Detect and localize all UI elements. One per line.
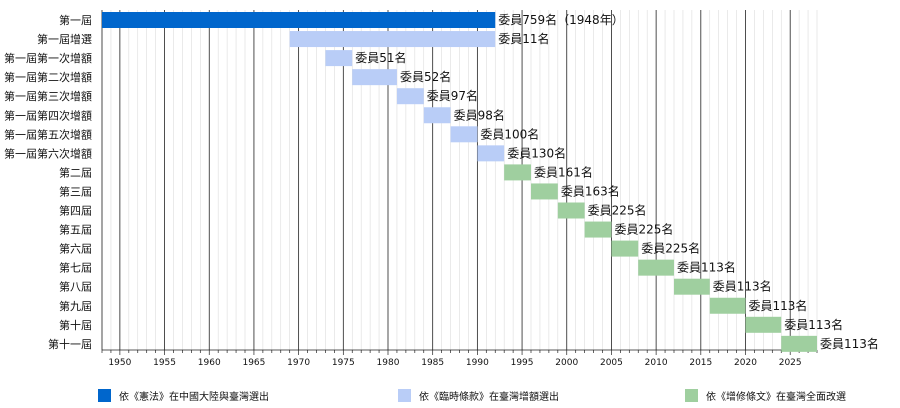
- legend-label-additional-articles: 依《增修條文》在臺灣全面改選: [706, 392, 846, 403]
- x-axis: [101, 10, 818, 355]
- bar: [557, 202, 585, 219]
- bar-value-label: 委員11名: [498, 31, 549, 46]
- bar: [477, 145, 505, 162]
- bar: [352, 69, 397, 86]
- bar-value-label: 委員759名（1948年）: [498, 12, 623, 27]
- x-tick-label: 1990: [466, 358, 489, 368]
- bar: [611, 240, 639, 257]
- bar-value-label: 委員225名: [641, 241, 700, 256]
- row-label: 第一屆第五次增額: [4, 127, 92, 141]
- row-label: 第六屆: [59, 242, 92, 256]
- legend-label-temporary-provisions: 依《臨時條款》在臺灣增額選出: [419, 392, 559, 403]
- legend-label-constitution: 依《憲法》在中國大陸與臺灣選出: [119, 392, 269, 403]
- row-label: 第九屆: [59, 299, 92, 313]
- legend-swatch-temporary-provisions: [398, 389, 411, 402]
- bars: [102, 12, 817, 352]
- bar: [289, 31, 496, 48]
- row-label: 第一屆第六次增額: [4, 146, 92, 160]
- legend: 依《憲法》在中國大陸與臺灣選出 依《臨時條款》在臺灣增額選出 依《增修條文》在臺…: [0, 388, 900, 406]
- bar-value-label: 委員113名: [713, 279, 772, 294]
- x-tick-label: 2020: [734, 358, 757, 368]
- x-tick-label: 2010: [645, 358, 668, 368]
- legend-item-temporary-provisions: 依《臨時條款》在臺灣增額選出: [398, 388, 559, 403]
- bar-value-label: 委員161名: [534, 164, 593, 179]
- row-label: 第一屆: [59, 13, 92, 27]
- bar-value-label: 委員97名: [427, 88, 478, 103]
- row-label: 第三屆: [59, 184, 92, 198]
- x-tick-label: 2025: [779, 358, 802, 368]
- row-labels: 第一屆第一屆增選第一屆第一次增額第一屆第二次增額第一屆第三次增額第一屆第四次增額…: [4, 13, 92, 351]
- bar-value-label: 委員51名: [355, 50, 406, 65]
- row-label: 第五屆: [59, 223, 92, 237]
- bar-value-label: 委員163名: [561, 183, 620, 198]
- bar-value-label: 委員225名: [614, 222, 673, 237]
- x-tick-label: 1970: [287, 358, 310, 368]
- row-label: 第十屆: [59, 318, 92, 332]
- x-tick-labels: 1950 1955 1960 1965 1970 1975 1980 1985 1990 1995…: [108, 358, 801, 368]
- bar-value-label: 委員52名: [400, 69, 451, 84]
- bar-value-labels: 委員759名（1948年） 委員11名委員51名委員52名委員97名委員98名委員…: [355, 12, 879, 351]
- minor-gridlines: [101, 10, 818, 350]
- timeline-chart: 第一屆第一屆增選第一屆第一次增額第一屆第二次增額第一屆第三次增額第一屆第四次增額…: [4, 10, 879, 368]
- row-label: 第一屆第二次增額: [4, 70, 92, 84]
- bar-value-label: 委員100名: [480, 126, 539, 141]
- x-tick-label: 2015: [689, 358, 712, 368]
- x-tick-label: 1965: [242, 358, 265, 368]
- legend-swatch-constitution: [98, 389, 111, 402]
- x-tick-label: 1955: [153, 358, 176, 368]
- bar-value-label: 委員225名: [588, 203, 647, 218]
- legend-item-additional-articles: 依《增修條文》在臺灣全面改選: [685, 388, 846, 403]
- x-tick-label: 1960: [198, 358, 221, 368]
- bar: [504, 164, 531, 181]
- legend-item-constitution: 依《憲法》在中國大陸與臺灣選出: [98, 388, 269, 403]
- bar: [709, 297, 746, 314]
- row-label: 第一屆第三次增額: [4, 89, 92, 103]
- bar: [325, 50, 353, 67]
- bar: [781, 335, 817, 352]
- x-tick-label: 1980: [377, 358, 400, 368]
- x-tick-label: 1975: [332, 358, 355, 368]
- bar: [745, 316, 782, 333]
- bar-value-label: 委員98名: [454, 107, 505, 122]
- x-tick-label: 1985: [421, 358, 444, 368]
- row-label: 第一屆增選: [37, 32, 92, 46]
- x-tick-label: 2005: [600, 358, 623, 368]
- row-label: 第七屆: [59, 261, 92, 275]
- x-tick-label: 1950: [108, 358, 131, 368]
- row-label: 第一屆第四次增額: [4, 108, 92, 122]
- bar-value-label: 委員130名: [507, 145, 566, 160]
- bar-value-label: 委員113名: [784, 317, 843, 332]
- bar: [423, 107, 451, 124]
- row-label: 第八屆: [59, 280, 92, 294]
- bar: [638, 259, 674, 276]
- bar-value-label: 委員113名: [677, 260, 736, 275]
- major-gridlines: [119, 10, 791, 350]
- bar: [584, 221, 612, 238]
- bar-value-label: 委員113名: [820, 336, 879, 351]
- x-tick-label: 1995: [511, 358, 534, 368]
- bar: [102, 12, 496, 28]
- x-tick-label: 2000: [555, 358, 578, 368]
- legend-swatch-additional-articles: [685, 389, 698, 402]
- row-label: 第十一屆: [48, 337, 92, 351]
- bar-value-label: 委員113名: [749, 298, 808, 313]
- row-label: 第二屆: [59, 165, 92, 179]
- bar: [450, 126, 478, 143]
- bar: [531, 183, 558, 200]
- row-label: 第四屆: [59, 204, 92, 218]
- bar: [674, 278, 710, 295]
- bar: [396, 88, 424, 105]
- row-label: 第一屆第一次增額: [4, 51, 92, 65]
